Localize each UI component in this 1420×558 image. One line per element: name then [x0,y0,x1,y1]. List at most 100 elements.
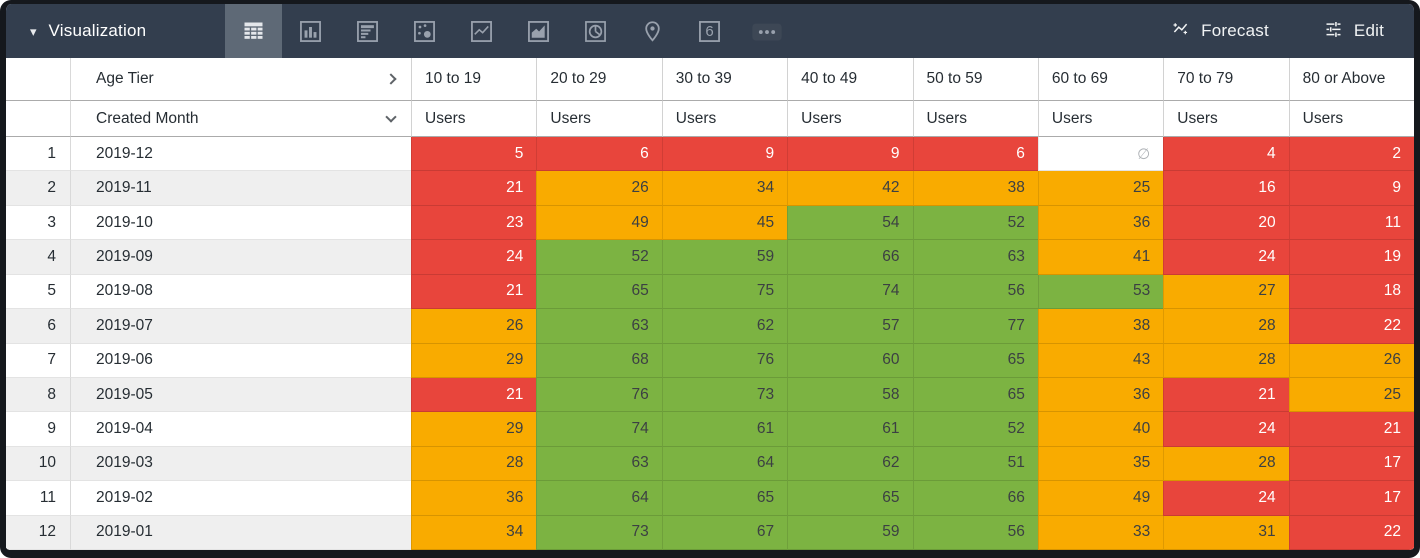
pivot-value-cell[interactable]: 18 [1288,274,1414,310]
pivot-value-cell[interactable]: 63 [912,240,1038,275]
pivot-value-cell[interactable]: 24 [411,240,537,275]
pivot-value-cell[interactable]: 21 [411,171,537,206]
pivot-value-cell[interactable]: 25 [1288,377,1414,413]
viz-tab-table[interactable] [225,4,282,58]
pivot-value-cell[interactable]: 16 [1163,171,1289,206]
measure-header-8[interactable]: Users [1288,101,1414,137]
column-header-1[interactable]: 10 to 19 [411,58,537,101]
pivot-value-cell[interactable]: 56 [912,274,1038,310]
pivot-value-cell[interactable]: 54 [787,205,913,241]
row-dimension-header[interactable]: Created Month [71,101,411,137]
viz-tab-column-chart[interactable] [282,4,339,58]
pivot-value-cell[interactable]: 22 [1288,515,1414,550]
pivot-value-cell[interactable]: 45 [661,205,788,241]
pivot-value-cell[interactable]: 74 [536,412,662,447]
pivot-value-cell[interactable]: 73 [661,377,788,413]
row-label-cell[interactable]: 2019-05 [71,377,411,413]
pivot-value-cell[interactable]: 36 [411,481,537,516]
pivot-value-cell[interactable]: 65 [661,481,788,516]
pivot-value-cell[interactable]: 76 [536,377,662,413]
row-label-cell[interactable]: 2019-08 [71,274,411,310]
row-label-cell[interactable]: 2019-11 [71,171,411,206]
pivot-value-cell[interactable]: 4 [1163,137,1289,172]
pivot-value-cell[interactable]: 65 [536,274,662,310]
pivot-value-cell[interactable]: 19 [1288,240,1414,275]
pivot-value-cell[interactable]: 64 [536,481,662,516]
pivot-value-cell[interactable]: 26 [1288,343,1414,378]
pivot-value-cell[interactable]: 34 [411,515,537,550]
pivot-value-cell[interactable]: 28 [1163,309,1289,344]
pivot-value-cell[interactable]: 68 [536,343,662,378]
row-label-cell[interactable]: 2019-06 [71,343,411,378]
pivot-value-cell[interactable]: 66 [787,240,913,275]
measure-header-7[interactable]: Users [1163,101,1289,137]
viz-tab-single-value[interactable]: 6 [681,4,738,58]
pivot-value-cell[interactable]: 52 [912,205,1038,241]
measure-header-5[interactable]: Users [912,101,1038,137]
pivot-value-cell[interactable]: 42 [787,171,913,206]
pivot-value-cell[interactable]: 28 [1163,343,1289,378]
pivot-value-cell[interactable]: 40 [1037,412,1164,447]
column-header-6[interactable]: 60 to 69 [1037,58,1164,101]
pivot-value-cell[interactable]: ∅ [1037,137,1164,172]
pivot-value-cell[interactable]: 36 [1037,377,1164,413]
row-label-cell[interactable]: 2019-12 [71,137,411,172]
column-header-7[interactable]: 70 to 79 [1163,58,1289,101]
pivot-dimension-header[interactable]: Age Tier [71,58,411,101]
pivot-value-cell[interactable]: 59 [787,515,913,550]
pivot-value-cell[interactable]: 9 [661,137,788,172]
pivot-value-cell[interactable]: 38 [912,171,1038,206]
pivot-value-cell[interactable]: 52 [912,412,1038,447]
viz-tab-bar-chart[interactable] [339,4,396,58]
pivot-value-cell[interactable]: 77 [912,309,1038,344]
row-label-cell[interactable]: 2019-03 [71,446,411,482]
pivot-value-cell[interactable]: 36 [1037,205,1164,241]
pivot-value-cell[interactable]: 43 [1037,343,1164,378]
pivot-value-cell[interactable]: 49 [536,205,662,241]
pivot-value-cell[interactable]: 65 [787,481,913,516]
pivot-value-cell[interactable]: 59 [661,240,788,275]
pivot-value-cell[interactable]: 21 [411,377,537,413]
sort-chevron-down-icon[interactable] [385,110,397,123]
pivot-value-cell[interactable]: 76 [661,343,788,378]
column-header-4[interactable]: 40 to 49 [787,58,913,101]
pivot-value-cell[interactable]: 56 [912,515,1038,550]
pivot-value-cell[interactable]: 66 [912,481,1038,516]
pivot-value-cell[interactable]: 65 [912,343,1038,378]
row-label-cell[interactable]: 2019-09 [71,240,411,275]
expand-pivot-chevron-right-icon[interactable] [385,73,397,85]
pivot-value-cell[interactable]: 27 [1163,274,1289,310]
pivot-value-cell[interactable]: 2 [1288,137,1414,172]
pivot-value-cell[interactable]: 21 [1288,412,1414,447]
pivot-value-cell[interactable]: 75 [661,274,788,310]
pivot-value-cell[interactable]: 62 [787,446,913,482]
row-label-cell[interactable]: 2019-10 [71,205,411,241]
pivot-value-cell[interactable]: 52 [536,240,662,275]
viz-tab-line-chart[interactable] [453,4,510,58]
pivot-value-cell[interactable]: 9 [1288,171,1414,206]
visualization-section-toggle[interactable]: ▾ Visualization [6,4,225,58]
pivot-value-cell[interactable]: 20 [1163,205,1289,241]
pivot-value-cell[interactable]: 49 [1037,481,1164,516]
pivot-value-cell[interactable]: 33 [1037,515,1164,550]
column-header-5[interactable]: 50 to 59 [912,58,1038,101]
row-label-cell[interactable]: 2019-07 [71,309,411,344]
column-header-3[interactable]: 30 to 39 [661,58,788,101]
pivot-value-cell[interactable]: 74 [787,274,913,310]
column-header-8[interactable]: 80 or Above [1288,58,1414,101]
pivot-value-cell[interactable]: 22 [1288,309,1414,344]
measure-header-6[interactable]: Users [1037,101,1164,137]
pivot-value-cell[interactable]: 53 [1037,274,1164,310]
pivot-value-cell[interactable]: 62 [661,309,788,344]
viz-tab-map[interactable] [624,4,681,58]
pivot-value-cell[interactable]: 63 [536,446,662,482]
viz-tab-pie-chart[interactable] [567,4,624,58]
pivot-value-cell[interactable]: 21 [411,274,537,310]
pivot-value-cell[interactable]: 51 [912,446,1038,482]
row-label-cell[interactable]: 2019-02 [71,481,411,516]
pivot-value-cell[interactable]: 24 [1163,481,1289,516]
pivot-value-cell[interactable]: 24 [1163,412,1289,447]
measure-header-4[interactable]: Users [787,101,913,137]
pivot-value-cell[interactable]: 9 [787,137,913,172]
pivot-value-cell[interactable]: 21 [1163,377,1289,413]
